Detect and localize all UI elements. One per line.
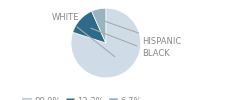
Wedge shape <box>92 8 106 43</box>
Legend: 80.0%, 13.3%, 6.7%: 80.0%, 13.3%, 6.7% <box>22 97 142 100</box>
Text: BLACK: BLACK <box>91 28 170 58</box>
Wedge shape <box>73 11 106 43</box>
Wedge shape <box>71 8 141 78</box>
Text: WHITE: WHITE <box>52 13 115 57</box>
Text: HISPANIC: HISPANIC <box>103 21 182 46</box>
